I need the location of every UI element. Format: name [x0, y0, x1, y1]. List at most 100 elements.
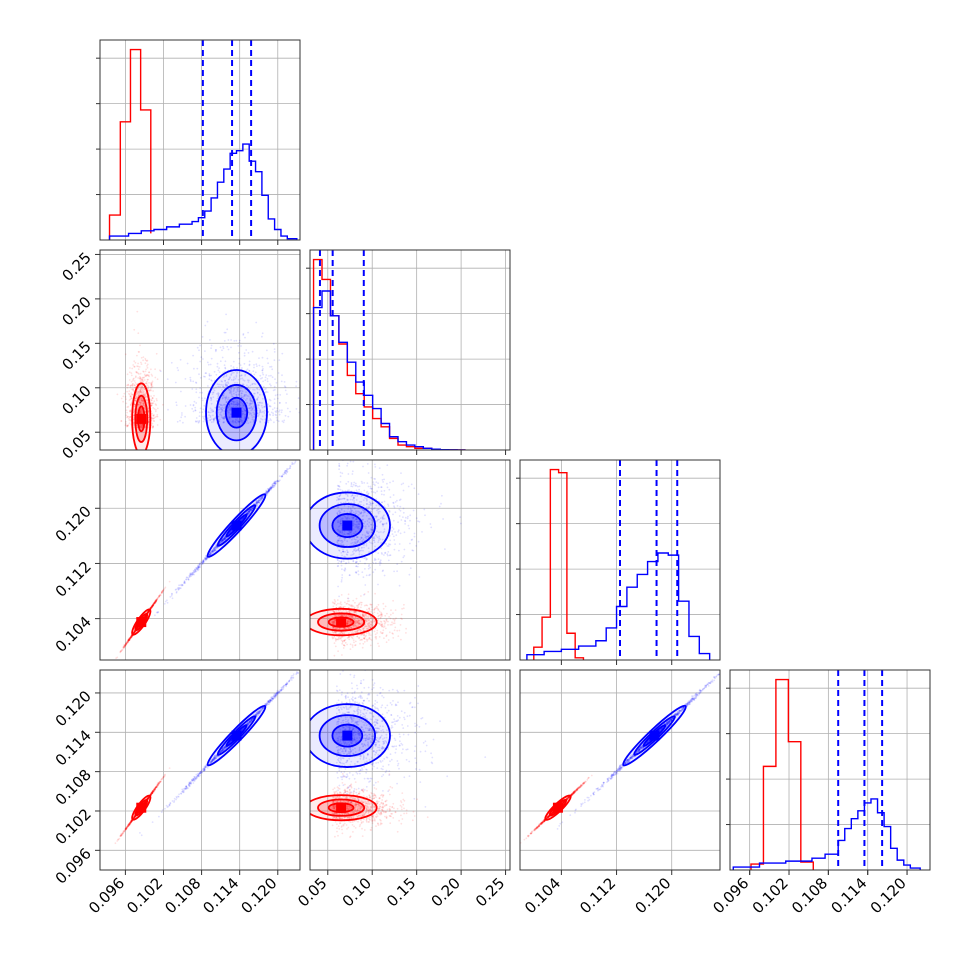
sample-point — [355, 619, 357, 622]
sample-point — [132, 378, 135, 381]
sample-point — [135, 399, 137, 402]
sample-point — [340, 524, 343, 527]
sample-point — [278, 409, 281, 412]
sample-point — [156, 598, 158, 600]
sample-point — [206, 557, 208, 559]
sample-point — [235, 391, 238, 394]
sample-point — [374, 558, 377, 561]
sample-point — [212, 418, 215, 420]
sample-point — [366, 610, 369, 613]
sample-point — [374, 484, 376, 487]
sample-point — [194, 569, 197, 572]
sample-point — [225, 385, 227, 387]
sample-point — [221, 539, 224, 541]
sample-point — [142, 402, 145, 405]
sample-point — [266, 491, 269, 493]
sample-point — [342, 550, 345, 553]
sample-point — [138, 403, 141, 406]
sample-point — [249, 399, 252, 402]
sample-point — [367, 617, 370, 619]
sample-point — [161, 590, 164, 593]
sample-point — [153, 408, 156, 410]
sample-point — [133, 408, 136, 411]
sample-point — [351, 604, 353, 607]
sample-point — [333, 619, 336, 621]
sample-point — [153, 601, 156, 604]
sample-point — [133, 631, 136, 634]
sample-point — [221, 538, 224, 541]
sample-point — [212, 410, 215, 413]
sample-point — [256, 502, 258, 505]
sample-point — [146, 611, 149, 614]
sample-point — [124, 644, 126, 646]
sample-point — [300, 456, 302, 458]
sample-point — [238, 403, 241, 406]
sample-point — [404, 520, 407, 523]
sample-point — [284, 386, 287, 389]
sample-point — [235, 393, 238, 396]
sample-point — [234, 420, 237, 423]
sample-point — [249, 508, 252, 511]
sample-point — [356, 631, 359, 633]
sample-point — [155, 599, 158, 602]
sample-point — [237, 404, 239, 406]
sample-point — [213, 546, 216, 549]
sample-point — [256, 501, 259, 503]
sample-point — [199, 407, 202, 410]
sample-point — [253, 382, 256, 385]
sample-point — [268, 405, 271, 408]
sample-point — [133, 630, 136, 633]
sample-point — [125, 642, 128, 645]
sample-point — [129, 636, 132, 639]
sample-point — [217, 369, 220, 372]
sample-point — [204, 350, 206, 352]
sample-point — [343, 632, 346, 634]
sample-point — [255, 363, 258, 366]
sample-point — [339, 614, 341, 617]
sample-point — [130, 636, 133, 639]
sample-point — [212, 549, 215, 552]
sample-point — [235, 405, 238, 408]
sample-point — [334, 600, 337, 603]
sample-point — [276, 393, 279, 396]
sample-point — [224, 404, 227, 407]
sample-point — [265, 374, 268, 376]
sample-point — [150, 399, 153, 402]
sample-point — [401, 618, 403, 620]
sample-point — [357, 623, 360, 625]
sample-point — [146, 363, 149, 366]
sample-point — [256, 503, 258, 506]
sample-point — [221, 539, 224, 541]
sample-point — [219, 411, 222, 414]
sample-point — [126, 641, 129, 644]
sample-point — [355, 565, 358, 568]
sample-point — [152, 603, 155, 605]
sample-point — [349, 620, 352, 622]
sample-point — [169, 596, 172, 598]
sample-point — [138, 373, 140, 375]
sample-point — [129, 637, 131, 640]
sample-point — [333, 620, 336, 623]
sample-point — [262, 410, 264, 413]
sample-point — [139, 389, 142, 392]
sample-point — [353, 641, 355, 644]
sample-point — [142, 400, 144, 402]
sample-point — [177, 369, 180, 372]
sample-point — [371, 625, 373, 628]
sample-point — [124, 645, 126, 647]
sample-point — [148, 382, 150, 384]
sample-point — [228, 416, 231, 419]
sample-point — [212, 387, 215, 390]
sample-point — [281, 475, 284, 478]
sample-point — [350, 530, 353, 532]
sample-point — [392, 612, 394, 615]
sample-point — [131, 388, 134, 391]
sample-point — [130, 380, 133, 383]
sample-point — [258, 499, 261, 502]
sample-point — [140, 410, 143, 412]
sample-point — [136, 392, 139, 395]
sample-point — [130, 374, 133, 377]
sample-point — [252, 506, 255, 509]
sample-point — [376, 629, 379, 632]
sample-point — [246, 512, 249, 514]
